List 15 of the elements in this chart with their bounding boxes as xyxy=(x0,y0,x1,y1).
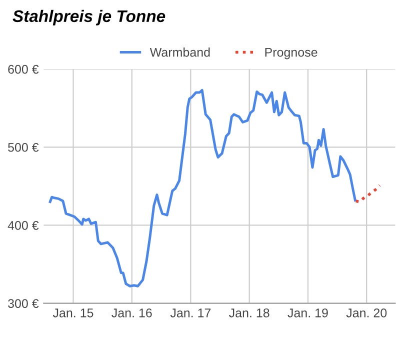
legend-label: Warmband xyxy=(150,48,210,57)
line-series xyxy=(48,88,356,288)
x-tick-label: Jan. 17 xyxy=(170,308,211,318)
chart-title: Stahlpreis je Tonne xyxy=(12,10,166,26)
y-tick-label: 400 € xyxy=(8,221,39,230)
y-tick-label: 500 € xyxy=(8,142,39,152)
line-series xyxy=(354,184,382,204)
x-tick-label: Jan. 16 xyxy=(112,308,152,318)
x-tick-label: Jan. 19 xyxy=(288,308,328,318)
y-tick-label: 600 € xyxy=(8,64,39,74)
x-tick-label: Jan. 15 xyxy=(52,308,94,318)
x-tick-label: Jan. 18 xyxy=(229,308,270,318)
y-tick-label: 300 € xyxy=(8,299,39,308)
legend-label: Prognose xyxy=(265,48,318,60)
x-tick-label: Jan. 20 xyxy=(346,308,387,318)
